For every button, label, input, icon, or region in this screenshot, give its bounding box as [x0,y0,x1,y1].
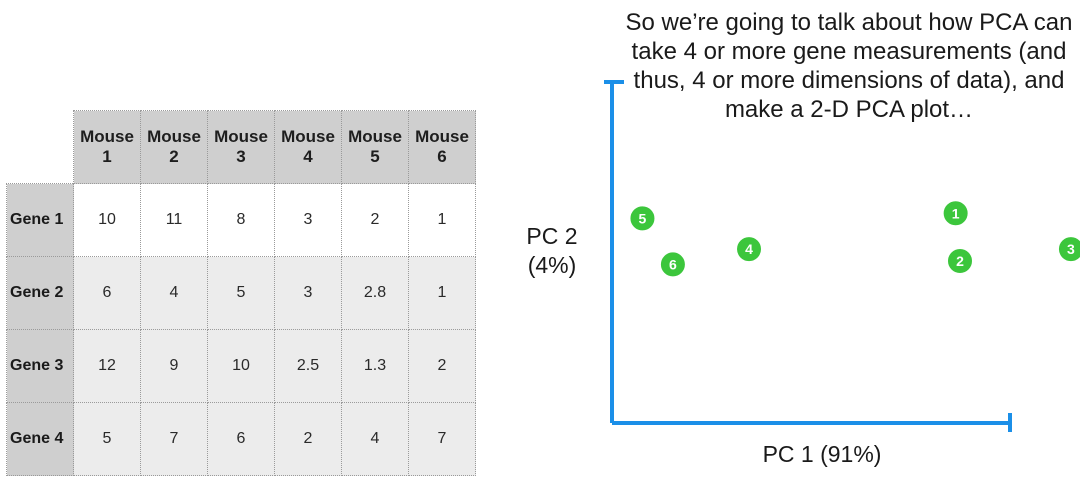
column-header-label: Mouse 6 [415,127,469,166]
data-point-label: 3 [1067,241,1075,257]
column-header-label: Mouse 5 [348,127,402,166]
gene-expression-table: Mouse 1 Mouse 2 Mouse 3 Mouse 4 Mouse 5 … [6,110,476,476]
data-point-label: 2 [956,253,964,269]
table-row: Gene 2 6 4 5 3 2.8 1 [6,256,476,330]
column-header-mouse-6: Mouse 6 [408,110,476,184]
data-point-label: 4 [745,241,753,257]
column-header-label: Mouse 2 [147,127,201,166]
data-point-mouse-6: 6 [658,250,687,279]
table-cell: 5 [73,402,141,476]
table-row: Gene 3 12 9 10 2.5 1.3 2 [6,329,476,403]
table-cell: 2 [408,329,476,403]
column-header-mouse-1: Mouse 1 [73,110,141,184]
table-row: Gene 1 10 11 8 3 2 1 [6,183,476,257]
gene-expression-table-container: Mouse 1 Mouse 2 Mouse 3 Mouse 4 Mouse 5 … [6,110,476,476]
data-point-label: 1 [952,205,960,221]
table-cell: 4 [140,256,208,330]
table-cell: 8 [207,183,275,257]
data-point-marker [941,199,970,228]
table-cell: 2 [341,183,409,257]
table-corner-cell [6,110,74,184]
data-point-marker [946,247,974,276]
table-cell: 1 [408,256,476,330]
data-point-label: 6 [669,256,677,272]
table-cell: 2 [274,402,342,476]
y-axis-label-line-1: PC 2 [526,223,578,249]
table-cell: 10 [207,329,275,403]
data-point-mouse-3: 3 [1056,235,1080,264]
data-point-mouse-2: 2 [946,247,974,276]
axes-group [604,80,1012,432]
column-header-mouse-4: Mouse 4 [274,110,342,184]
table-cell: 6 [73,256,141,330]
table-cell: 2.5 [274,329,342,403]
table-cell: 7 [140,402,208,476]
data-point-mouse-4: 4 [735,235,764,264]
table-cell: 7 [408,402,476,476]
table-cell: 9 [140,329,208,403]
slide-caption: So we’re going to talk about how PCA can… [625,9,1073,123]
table-cell: 3 [274,256,342,330]
column-header-label: Mouse 1 [80,127,134,166]
row-header-gene-2: Gene 2 [6,256,74,330]
data-point-marker [628,204,657,233]
y-axis-label-line-2: (4%) [527,252,577,278]
table-cell: 12 [73,329,141,403]
table-cell: 4 [341,402,409,476]
data-point-mouse-5: 5 [628,204,657,233]
column-header-label: Mouse 4 [281,127,335,166]
column-header-label: Mouse 3 [214,127,268,166]
table-row: Gene 4 5 7 6 2 4 7 [6,402,476,476]
data-point-label: 5 [639,210,647,226]
y-axis-label: PC 2 (4%) [512,222,592,280]
column-header-mouse-3: Mouse 3 [207,110,275,184]
column-header-mouse-2: Mouse 2 [140,110,208,184]
x-axis-label: PC 1 (91%) [762,441,882,467]
table-cell: 6 [207,402,275,476]
data-point-marker [1056,235,1080,264]
data-points-group: 1 2 3 4 5 6 [628,199,1080,279]
row-header-gene-4: Gene 4 [6,402,74,476]
row-header-gene-1: Gene 1 [6,183,74,257]
pca-scatter-plot: 1 2 3 4 5 6 [604,80,1080,432]
table-cell: 1.3 [341,329,409,403]
table-cell: 3 [274,183,342,257]
data-point-marker [658,250,687,279]
row-header-gene-3: Gene 3 [6,329,74,403]
table-cell: 1 [408,183,476,257]
data-point-mouse-1: 1 [941,199,970,228]
table-cell: 11 [140,183,208,257]
table-header-row: Mouse 1 Mouse 2 Mouse 3 Mouse 4 Mouse 5 … [6,110,476,184]
table-cell: 5 [207,256,275,330]
column-header-mouse-5: Mouse 5 [341,110,409,184]
table-cell: 10 [73,183,141,257]
data-point-marker [735,235,764,264]
table-cell: 2.8 [341,256,409,330]
